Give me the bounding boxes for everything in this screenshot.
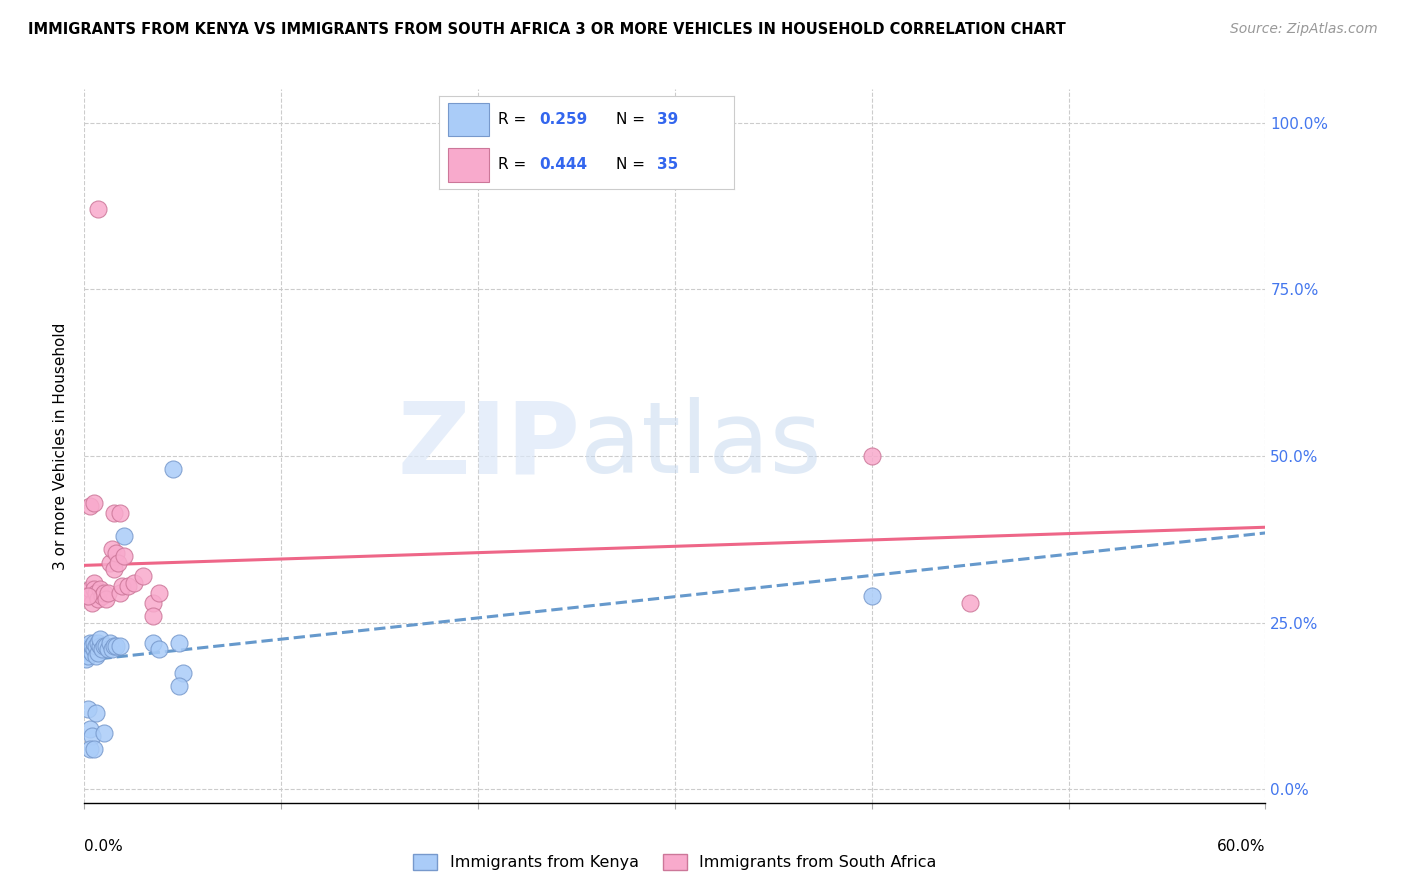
Point xyxy=(83,575,105,590)
Point xyxy=(84,649,107,664)
Point xyxy=(93,725,115,739)
Point xyxy=(142,636,165,650)
Point xyxy=(84,706,107,720)
Point xyxy=(94,639,117,653)
Text: 60.0%: 60.0% xyxy=(1218,839,1265,855)
Point xyxy=(860,449,883,463)
Point xyxy=(103,506,125,520)
Point xyxy=(101,542,124,557)
Point xyxy=(89,632,111,647)
Point xyxy=(83,496,105,510)
Point xyxy=(79,639,101,653)
Point xyxy=(93,585,115,599)
Point xyxy=(108,585,131,599)
Point xyxy=(93,639,115,653)
Point xyxy=(79,742,101,756)
Point xyxy=(101,642,124,657)
Point xyxy=(75,652,97,666)
Point xyxy=(77,702,100,716)
Point xyxy=(91,642,114,657)
Point xyxy=(104,546,127,560)
Text: ZIP: ZIP xyxy=(398,398,581,494)
Y-axis label: 3 or more Vehicles in Household: 3 or more Vehicles in Household xyxy=(53,322,69,570)
Point xyxy=(98,636,121,650)
Point xyxy=(77,589,100,603)
Point xyxy=(87,646,110,660)
Point xyxy=(122,575,145,590)
Point xyxy=(104,639,127,653)
Point xyxy=(82,729,104,743)
Point xyxy=(107,556,129,570)
Legend: Immigrants from Kenya, Immigrants from South Africa: Immigrants from Kenya, Immigrants from S… xyxy=(406,847,943,877)
Point xyxy=(108,639,131,653)
Text: IMMIGRANTS FROM KENYA VS IMMIGRANTS FROM SOUTH AFRICA 3 OR MORE VEHICLES IN HOUS: IMMIGRANTS FROM KENYA VS IMMIGRANTS FROM… xyxy=(28,22,1066,37)
Point xyxy=(148,642,170,657)
Point xyxy=(112,529,135,543)
Point xyxy=(84,585,107,599)
Point xyxy=(162,462,184,476)
Point xyxy=(148,585,170,599)
Point xyxy=(79,723,101,737)
Point xyxy=(97,585,120,599)
Point xyxy=(77,589,100,603)
Point xyxy=(79,636,101,650)
Point xyxy=(84,639,107,653)
Point xyxy=(83,582,105,597)
Point xyxy=(167,636,190,650)
Point xyxy=(97,642,120,657)
Point xyxy=(142,596,165,610)
Point xyxy=(94,592,117,607)
Point xyxy=(77,642,100,657)
Point xyxy=(91,589,114,603)
Point xyxy=(112,549,135,563)
Point xyxy=(132,569,155,583)
Point xyxy=(82,596,104,610)
Point xyxy=(79,499,101,513)
Point xyxy=(959,596,981,610)
Point xyxy=(75,589,97,603)
Point xyxy=(82,639,104,653)
Point xyxy=(87,202,110,217)
Text: Source: ZipAtlas.com: Source: ZipAtlas.com xyxy=(1230,22,1378,37)
Point xyxy=(142,609,165,624)
Point xyxy=(860,589,883,603)
Point xyxy=(83,636,105,650)
Point xyxy=(117,579,139,593)
Point xyxy=(79,582,101,597)
Point xyxy=(172,665,194,680)
Point xyxy=(82,646,104,660)
Text: 0.0%: 0.0% xyxy=(84,839,124,855)
Point xyxy=(87,636,110,650)
Point xyxy=(83,742,105,756)
Point xyxy=(83,642,105,657)
Point xyxy=(108,506,131,520)
Point xyxy=(89,639,111,653)
Point xyxy=(103,562,125,576)
Point xyxy=(87,592,110,607)
Text: atlas: atlas xyxy=(581,398,823,494)
Point xyxy=(89,582,111,597)
Point xyxy=(167,679,190,693)
Point xyxy=(103,639,125,653)
Point xyxy=(111,579,134,593)
Point xyxy=(98,556,121,570)
Point xyxy=(77,649,100,664)
